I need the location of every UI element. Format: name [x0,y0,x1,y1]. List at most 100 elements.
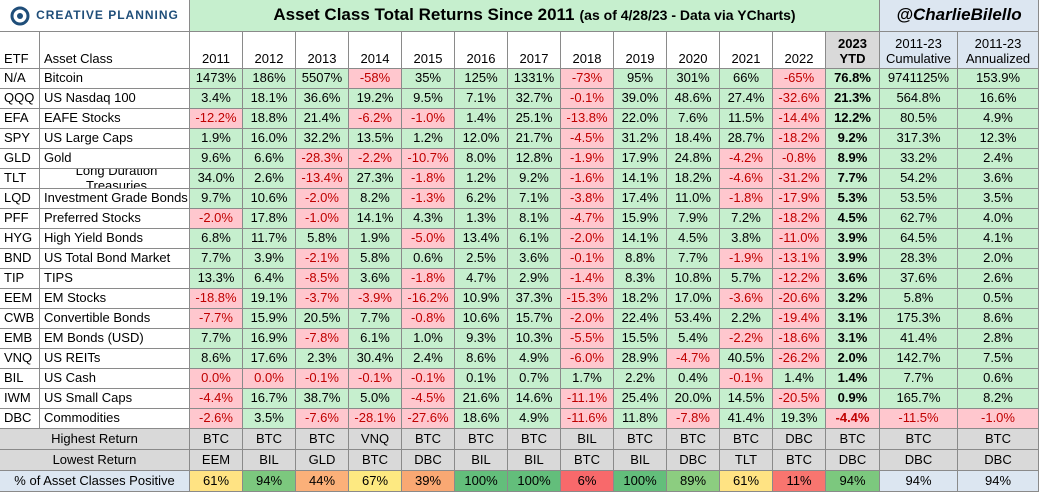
return-cell: 10.8% [667,269,720,289]
etf: VNQ [0,349,40,369]
return-cell: 21.3% [826,89,880,109]
return-cell: 32.7% [508,89,561,109]
asset-class: EM Bonds (USD) [40,329,190,349]
return-cell: 2.8% [958,329,1039,349]
return-cell: 4.5% [826,209,880,229]
return-cell: -4.4% [826,409,880,429]
etf: BND [0,249,40,269]
footer-cell: BTC [243,429,296,450]
return-cell: 301% [667,69,720,89]
return-cell: 3.2% [826,289,880,309]
return-cell: 5.8% [349,249,402,269]
return-cell: 76.8% [826,69,880,89]
return-cell: 6.6% [243,149,296,169]
return-cell: -12.2% [190,109,243,129]
asset-class: Gold [40,149,190,169]
return-cell: 8.6% [455,349,508,369]
return-cell: 3.9% [826,249,880,269]
asset-class: US Nasdaq 100 [40,89,190,109]
logo-cell: CREATIVE PLANNING [0,0,190,32]
return-cell: 36.6% [296,89,349,109]
return-cell: 1.9% [349,229,402,249]
positive-share: 6% [561,471,614,492]
return-cell: -19.4% [773,309,826,329]
return-cell: 27.4% [720,89,773,109]
column-header: 2011-23 Cumulative [880,32,958,69]
return-cell: -2.2% [720,329,773,349]
return-cell: -28.1% [349,409,402,429]
return-cell: -11.6% [561,409,614,429]
return-cell: 6.4% [243,269,296,289]
return-cell: 18.2% [667,169,720,189]
return-cell: -16.2% [402,289,455,309]
return-cell: 5.4% [667,329,720,349]
return-cell: 4.9% [958,109,1039,129]
return-cell: 28.9% [614,349,667,369]
return-cell: -4.7% [667,349,720,369]
return-cell: -0.8% [402,309,455,329]
asset-class: US Total Bond Market [40,249,190,269]
return-cell: -7.8% [667,409,720,429]
return-cell: 18.6% [455,409,508,429]
return-cell: 8.6% [190,349,243,369]
return-cell: 7.7% [880,369,958,389]
title: Asset Class Total Returns Since 2011 [273,5,575,25]
return-cell: 9741125% [880,69,958,89]
return-cell: -0.1% [402,369,455,389]
return-cell: 19.2% [349,89,402,109]
return-cell: -2.0% [561,309,614,329]
return-cell: -5.0% [402,229,455,249]
return-cell: 7.7% [190,249,243,269]
positive-share: 44% [296,471,349,492]
return-cell: 4.0% [958,209,1039,229]
return-cell: 7.6% [667,109,720,129]
positive-share: 94% [826,471,880,492]
return-cell: 15.9% [614,209,667,229]
return-cell: 16.7% [243,389,296,409]
return-cell: 9.7% [190,189,243,209]
return-cell: 7.1% [455,89,508,109]
return-cell: -1.3% [402,189,455,209]
return-cell: 1.4% [773,369,826,389]
column-header: 2017 [508,32,561,69]
return-cell: 16.0% [243,129,296,149]
return-cell: 14.6% [508,389,561,409]
footer-cell: BTC [402,429,455,450]
return-cell: 41.4% [880,329,958,349]
asset-class: Investment Grade Bonds [40,189,190,209]
return-cell: 2.2% [720,309,773,329]
return-cell: -4.4% [190,389,243,409]
return-cell: 30.4% [349,349,402,369]
return-cell: 22.4% [614,309,667,329]
footer-cell: DBC [958,450,1039,471]
return-cell: 564.8% [880,89,958,109]
footer-cell: BTC [667,429,720,450]
logo-text: CREATIVE PLANNING [36,7,179,22]
return-cell: -2.0% [190,209,243,229]
positive-share: 11% [773,471,826,492]
footer-cell: BTC [349,450,402,471]
return-cell: -3.9% [349,289,402,309]
return-cell: 3.6% [349,269,402,289]
return-cell: 12.8% [508,149,561,169]
return-cell: 8.9% [826,149,880,169]
column-header: 2016 [455,32,508,69]
return-cell: 4.9% [508,409,561,429]
return-cell: 14.5% [720,389,773,409]
return-cell: 35% [402,69,455,89]
return-cell: -15.3% [561,289,614,309]
return-cell: 41.4% [720,409,773,429]
return-cell: 3.9% [243,249,296,269]
return-cell: 9.5% [402,89,455,109]
footer-cell: BTC [773,450,826,471]
return-cell: 62.7% [880,209,958,229]
footer-cell: BTC [455,429,508,450]
etf: EEM [0,289,40,309]
return-cell: 10.9% [455,289,508,309]
return-cell: 21.6% [455,389,508,409]
return-cell: 11.8% [614,409,667,429]
return-cell: 8.2% [349,189,402,209]
return-cell: 3.6% [826,269,880,289]
handle: @CharlieBilello [880,0,1039,32]
return-cell: -0.1% [561,249,614,269]
